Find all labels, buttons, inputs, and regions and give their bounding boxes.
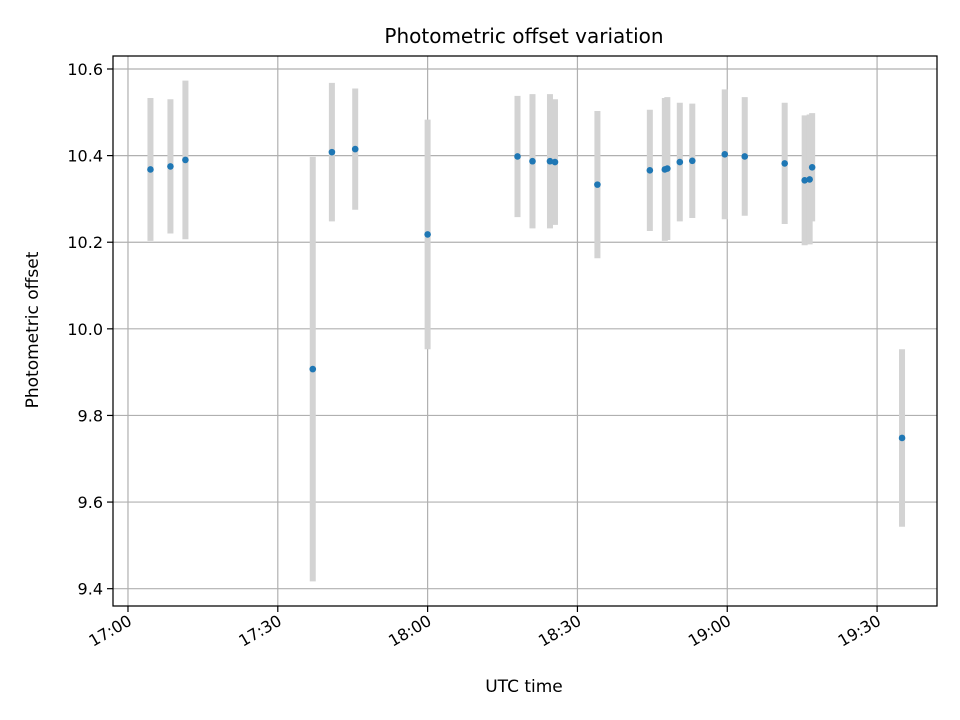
data-point [309, 365, 317, 373]
x-axis-label: UTC time [485, 677, 563, 697]
data-point [551, 158, 559, 166]
data-point [167, 163, 174, 170]
data-point [676, 158, 684, 166]
plot-frame [112, 55, 938, 607]
chart-title: Photometric offset variation [384, 24, 663, 48]
data-point [514, 153, 521, 160]
data-point [664, 165, 671, 172]
data-point [529, 157, 536, 165]
data-point [801, 176, 808, 184]
y-axis-label: Photometric offset [23, 251, 43, 408]
data-point [424, 231, 431, 238]
data-point [808, 163, 816, 171]
data-point [741, 153, 749, 160]
data-point [688, 157, 696, 165]
data-points [147, 145, 906, 442]
data-point [182, 156, 189, 164]
y-tick-label: 10.0 [67, 320, 103, 339]
y-tick-label: 9.4 [78, 580, 103, 599]
y-tick-label: 10.6 [67, 60, 103, 79]
data-point [147, 166, 154, 173]
data-point [351, 145, 359, 153]
data-point [806, 176, 813, 183]
grid [113, 56, 937, 606]
y-tick-label: 9.8 [78, 406, 103, 425]
data-point [546, 157, 554, 165]
data-point [781, 160, 788, 167]
y-tick-label: 10.4 [67, 147, 103, 166]
data-point [646, 167, 654, 174]
y-axis: 9.4 9.6 9.8 10.0 10.2 10.4 10.6 [67, 60, 113, 599]
data-point [721, 151, 729, 158]
y-tick-label: 10.2 [67, 233, 103, 252]
data-point [594, 181, 601, 188]
data-point [898, 434, 906, 442]
y-tick-label: 9.6 [78, 493, 103, 512]
data-point [328, 148, 336, 156]
